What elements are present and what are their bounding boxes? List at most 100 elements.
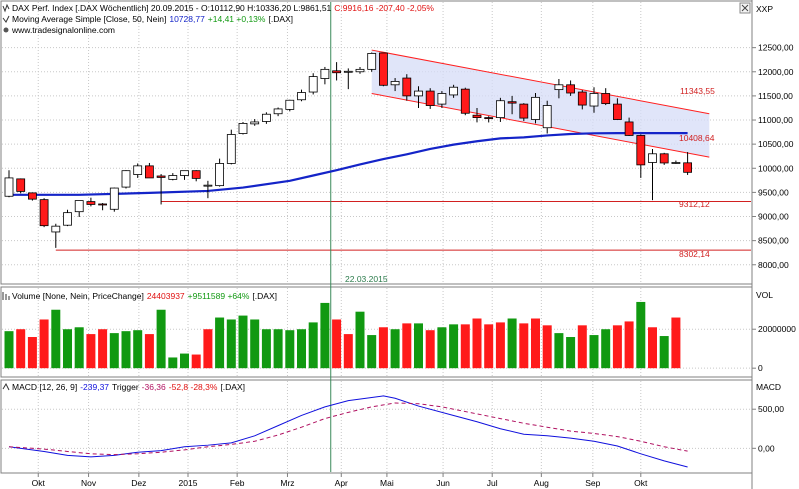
price-axis-tick-label: 11000,00 xyxy=(758,115,793,125)
time-axis-label: Mai xyxy=(380,478,394,488)
time-axis-label: Mrz xyxy=(280,478,294,488)
trigger-line xyxy=(8,402,688,456)
time-axis-label: Dez xyxy=(131,478,146,488)
candle xyxy=(261,112,271,124)
candle-body xyxy=(332,70,342,74)
candle xyxy=(531,93,540,124)
candle xyxy=(121,170,131,189)
candle xyxy=(449,84,459,98)
channel-fill xyxy=(371,50,710,158)
candle-body xyxy=(121,170,131,188)
volume-bar xyxy=(577,325,587,369)
volume-bar xyxy=(63,329,72,369)
candle xyxy=(613,98,622,121)
candle xyxy=(63,209,72,227)
price-header: DAX Perf. Index [.DAX Wöchentlich] 20.09… xyxy=(2,3,434,13)
macd-header-value: -239,37 xyxy=(80,382,109,392)
candle-body xyxy=(402,77,412,97)
candle xyxy=(589,87,599,113)
volume-bar xyxy=(39,319,49,369)
volume-header-value: 24403937 xyxy=(147,291,185,301)
time-axis-label: Jun xyxy=(436,478,450,488)
volume-bar xyxy=(425,330,435,369)
candle xyxy=(378,52,388,87)
candle xyxy=(109,187,119,212)
candle-body xyxy=(133,165,143,175)
volume-bar xyxy=(495,322,505,369)
candle-body xyxy=(180,170,189,176)
candle xyxy=(671,160,681,164)
candle xyxy=(168,173,178,181)
volume-bar xyxy=(238,315,248,369)
candle-body xyxy=(659,153,669,164)
ma-header-value: 10728,77 xyxy=(169,14,205,24)
time-axis-label: Aug xyxy=(534,478,549,488)
candle xyxy=(542,100,552,134)
macd-line xyxy=(8,395,688,468)
volume-bar xyxy=(343,334,353,369)
volume-bar xyxy=(215,317,225,369)
volume-bar xyxy=(74,327,84,369)
trend-channel xyxy=(371,49,710,158)
svg-text:DAX Perf. Index [.DAX Wöchent: DAX Perf. Index [.DAX Wöchentlich] 20.09… xyxy=(12,3,434,13)
candle-body xyxy=(86,201,96,205)
volume-bar xyxy=(133,330,143,369)
channel-upper-line xyxy=(371,49,710,115)
volume-bar xyxy=(27,337,37,369)
candle-body xyxy=(215,163,225,187)
candle xyxy=(297,89,306,102)
volume-bar xyxy=(51,309,61,369)
candle-body xyxy=(472,114,482,119)
volume-bar xyxy=(437,327,447,369)
candle xyxy=(16,178,26,194)
candle-body xyxy=(51,225,61,233)
candle xyxy=(402,74,412,101)
candle-body xyxy=(355,68,365,73)
price-axis-tick-label: 12500,00 xyxy=(758,43,794,53)
candle xyxy=(495,97,505,122)
candle-body xyxy=(238,122,248,134)
candle xyxy=(577,90,587,110)
volume-bar xyxy=(460,324,470,369)
candle xyxy=(27,192,37,201)
volume-bar xyxy=(624,321,634,369)
macd-axis-tick-label: 500,00 xyxy=(758,404,784,414)
time-axis-label: Okt xyxy=(32,478,46,488)
candle-body xyxy=(156,175,166,178)
candle xyxy=(273,107,283,117)
candle-body xyxy=(484,117,494,120)
candle xyxy=(4,170,14,198)
volume-bar xyxy=(203,329,213,369)
candle-body xyxy=(519,103,529,119)
volume-bar xyxy=(507,318,517,369)
candle-body xyxy=(16,178,26,192)
candle-body xyxy=(273,108,283,115)
candle xyxy=(437,91,447,108)
candle-body xyxy=(39,199,49,227)
macd-header-symbol: [.DAX] xyxy=(220,382,245,392)
candle xyxy=(648,148,657,201)
candle xyxy=(636,134,646,178)
close-icon xyxy=(741,4,749,12)
macd-trigger-change: -52,8 -28,3% xyxy=(169,382,218,392)
chart-close-button[interactable] xyxy=(739,2,751,14)
candle xyxy=(74,200,84,217)
price-header-close: C:9916,16 -207,40 -2,05% xyxy=(334,3,434,13)
candle xyxy=(203,180,213,199)
macd-axis-unit: MACD xyxy=(756,382,781,392)
moving-average-path xyxy=(9,131,688,196)
volume-header-symbol: [.DAX] xyxy=(252,291,277,301)
time-axis-label: Feb xyxy=(230,478,245,488)
candle-body xyxy=(261,113,271,122)
volume-bar xyxy=(519,323,529,369)
volume-bar xyxy=(332,319,342,369)
candle xyxy=(425,88,435,109)
volume-bar xyxy=(648,327,657,369)
candle-body xyxy=(308,76,318,93)
ma-header: Moving Average Simple [Close, 50, Nein] 1… xyxy=(2,14,293,24)
candle xyxy=(51,223,61,248)
volume-bar xyxy=(250,319,260,369)
volume-bar xyxy=(273,329,283,369)
volume-bar xyxy=(414,323,423,369)
time-axis-label: Nov xyxy=(81,478,97,488)
